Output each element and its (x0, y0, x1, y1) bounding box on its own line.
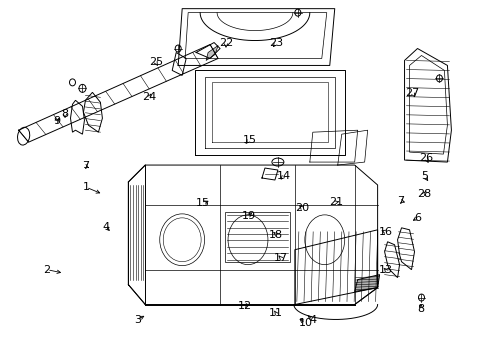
Text: 3: 3 (133, 315, 141, 325)
Text: 6: 6 (413, 213, 420, 222)
Text: 18: 18 (268, 230, 283, 239)
Text: 24: 24 (142, 92, 156, 102)
Text: 2: 2 (43, 265, 50, 275)
Text: 21: 21 (328, 197, 343, 207)
Text: 12: 12 (237, 301, 251, 311)
Text: 15: 15 (196, 198, 210, 208)
Text: 7: 7 (396, 196, 403, 206)
Text: 27: 27 (405, 88, 419, 98)
Text: 26: 26 (418, 153, 432, 163)
Text: 20: 20 (294, 203, 308, 213)
Text: 25: 25 (148, 57, 163, 67)
Text: 9: 9 (53, 116, 60, 126)
Text: 7: 7 (82, 161, 89, 171)
Text: 10: 10 (298, 319, 312, 328)
Text: 5: 5 (421, 171, 427, 181)
Text: 19: 19 (241, 211, 255, 221)
Text: 4: 4 (308, 315, 316, 325)
Text: 8: 8 (61, 109, 68, 119)
Polygon shape (354, 275, 379, 292)
Polygon shape (205, 45, 218, 60)
Bar (224, 212, 289, 262)
Text: 4: 4 (102, 222, 109, 231)
Text: 8: 8 (417, 304, 424, 314)
Text: 17: 17 (273, 253, 287, 263)
Text: 22: 22 (219, 38, 233, 48)
Text: 13: 13 (378, 265, 392, 275)
Text: 16: 16 (378, 227, 392, 237)
Text: 14: 14 (276, 171, 290, 181)
Text: 15: 15 (242, 135, 256, 145)
Text: 23: 23 (268, 38, 283, 48)
Text: 1: 1 (82, 182, 89, 192)
Text: 11: 11 (269, 309, 283, 318)
Text: 28: 28 (416, 189, 430, 199)
